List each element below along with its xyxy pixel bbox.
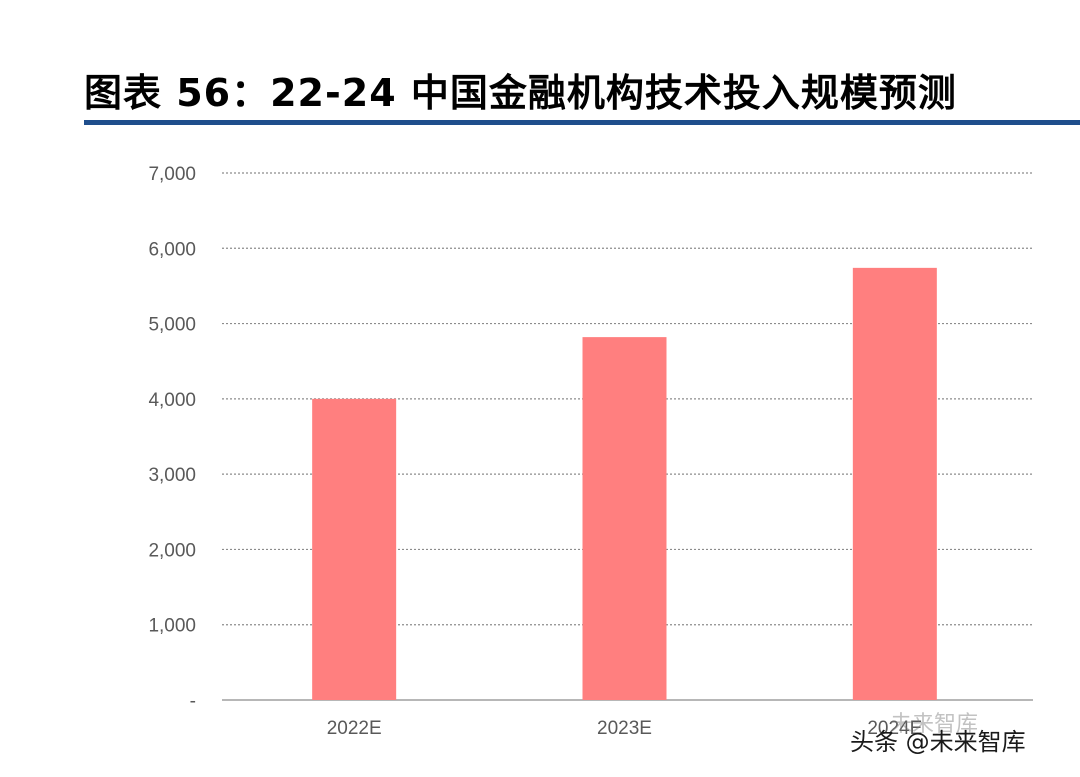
bar-2023E bbox=[582, 337, 667, 700]
bars bbox=[312, 267, 937, 700]
y-tick-label: 6,000 bbox=[148, 239, 196, 260]
y-tick-label: 1,000 bbox=[148, 616, 196, 637]
y-tick-label: 5,000 bbox=[148, 315, 196, 336]
y-tick-label: 7,000 bbox=[148, 164, 196, 185]
watermark-ghost: 未来智库 bbox=[890, 712, 979, 737]
x-tick-label: 2023E bbox=[597, 718, 652, 739]
y-tick-label: 4,000 bbox=[148, 390, 196, 411]
bar-2022E bbox=[312, 398, 397, 700]
y-tick-label: 2,000 bbox=[148, 540, 196, 561]
x-axis-ticks: 2022E 2023E 2024E bbox=[327, 718, 923, 739]
chart-title: 图表 56：22-24 中国金融机构技术投入规模预测 bbox=[84, 71, 957, 115]
watermark: 头条 @未来智库 bbox=[850, 728, 1026, 756]
title-underline bbox=[84, 120, 1080, 125]
x-tick-label: 2022E bbox=[327, 718, 382, 739]
y-tick-label: - bbox=[190, 691, 196, 712]
title-block: 图表 56：22-24 中国金融机构技术投入规模预测 bbox=[0, 0, 1080, 128]
x-tick-label: 2024E bbox=[867, 718, 922, 739]
y-tick-label: 3,000 bbox=[148, 465, 196, 486]
bar-2024E bbox=[852, 267, 937, 700]
y-axis-ticks: - 1,000 2,000 3,000 4,000 5,000 6,000 7,000 bbox=[148, 164, 196, 712]
